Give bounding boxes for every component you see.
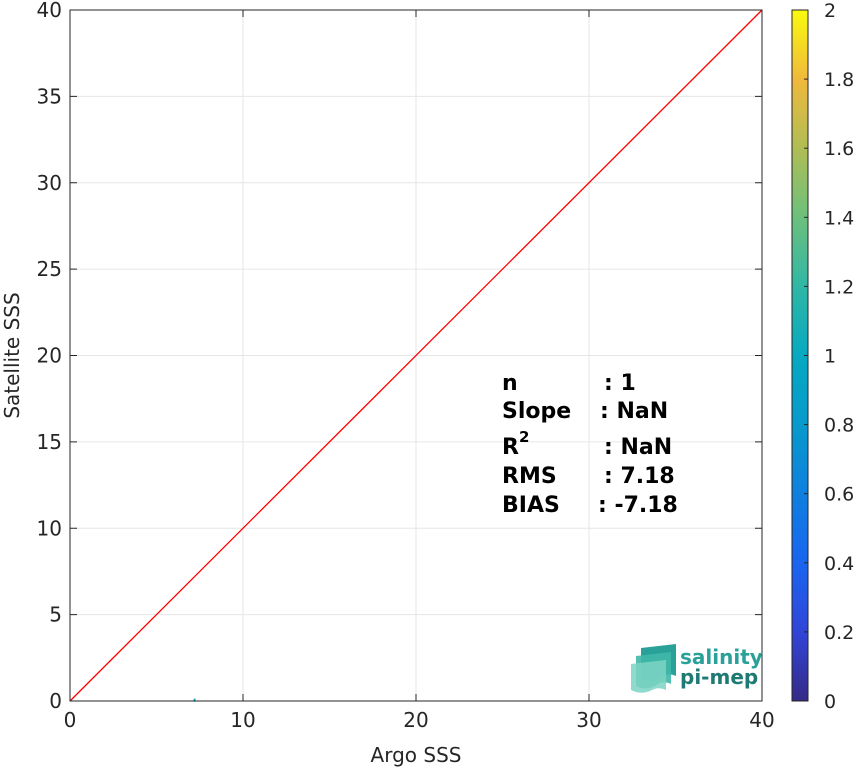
- colorbar-tick-label: 0: [824, 691, 836, 713]
- colorbar-tick-label: 1.6: [824, 138, 854, 160]
- y-tick-label: 0: [49, 689, 62, 713]
- x-axis-label: Argo SSS: [371, 743, 462, 767]
- reference-line: [69, 9, 763, 702]
- logo-line1: salinity: [680, 645, 763, 669]
- y-tick-label: 20: [37, 344, 62, 368]
- y-tick-label: 40: [37, 0, 62, 22]
- stat-value: : NaN: [604, 435, 672, 460]
- stat-label: n: [502, 371, 518, 396]
- stat-label: Slope: [502, 399, 571, 424]
- stat-label: R2: [502, 428, 529, 460]
- x-tick-label: 0: [64, 708, 77, 732]
- logo-line2: pi-mep: [680, 665, 758, 689]
- colorbar-ticks: 0 0.2 0.4 0.6 0.8 1 1.2 1.4 1.6 1.8 2: [804, 0, 854, 713]
- data-point: [193, 698, 196, 702]
- one-to-one-line: [69, 9, 763, 702]
- colorbar-tick-label: 1.8: [824, 69, 854, 91]
- x-tick-label: 40: [749, 708, 774, 732]
- x-axis-ticks: 0 10 20 30 40: [64, 10, 775, 732]
- stats-box: n : 1 Slope : NaN R2 : NaN RMS : 7.18 BIAS : -7.1…: [502, 371, 678, 518]
- colorbar-tick-label: 1: [824, 346, 836, 368]
- y-tick-label: 15: [37, 430, 62, 454]
- stat-value: : -7.18: [598, 493, 678, 518]
- colorbar-tick-label: 1.2: [824, 276, 854, 298]
- y-axis-label: Satellite SSS: [0, 292, 24, 418]
- wave-icon: [631, 644, 676, 693]
- stat-superscript: 2: [519, 428, 529, 446]
- stat-value: : 7.18: [604, 464, 675, 489]
- x-tick-label: 30: [576, 708, 601, 732]
- y-tick-label: 30: [37, 171, 62, 195]
- y-tick-label: 10: [37, 516, 62, 540]
- y-tick-label: 25: [37, 257, 62, 281]
- stat-label: BIAS: [502, 493, 560, 518]
- colorbar: 0 0.2 0.4 0.6 0.8 1 1.2 1.4 1.6 1.8 2: [791, 0, 854, 713]
- stat-value: : NaN: [600, 399, 668, 424]
- x-tick-label: 10: [230, 708, 255, 732]
- y-axis-ticks: 0 5 10 15 20 25 30 35 40: [37, 0, 762, 713]
- colorbar-tick-label: 2: [824, 0, 836, 22]
- y-tick-label: 5: [49, 603, 62, 627]
- stat-label: RMS: [502, 464, 557, 489]
- colorbar-tick-label: 0.4: [824, 553, 854, 575]
- y-tick-label: 35: [37, 84, 62, 108]
- colorbar-tick-label: 0.2: [824, 622, 854, 644]
- data-points: [193, 698, 196, 702]
- salinity-pi-mep-logo: salinity pi-mep: [631, 644, 763, 693]
- colorbar-tick-label: 0.8: [824, 415, 854, 437]
- stat-value: : 1: [604, 371, 636, 396]
- colorbar-tick-label: 0.6: [824, 484, 854, 506]
- x-tick-label: 20: [403, 708, 428, 732]
- colorbar-tick-label: 1.4: [824, 207, 854, 229]
